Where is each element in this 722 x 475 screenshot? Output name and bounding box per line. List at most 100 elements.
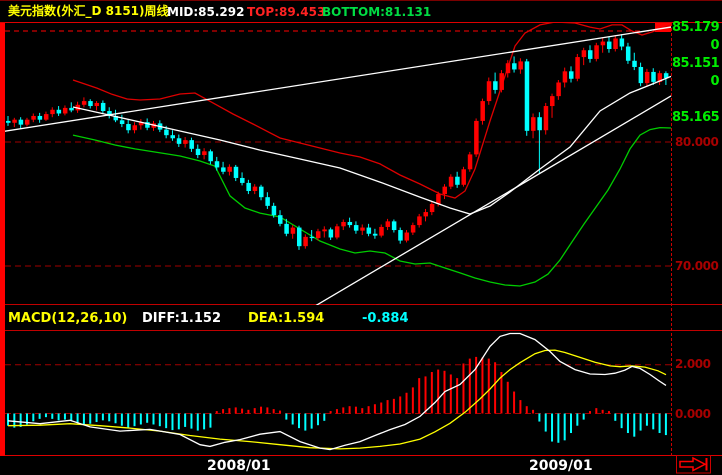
- candle-body: [638, 66, 644, 84]
- candle-body: [107, 111, 112, 116]
- candle-body: [474, 120, 479, 155]
- bollinger-upper-line: [72, 23, 672, 199]
- candle-body: [157, 123, 163, 130]
- candle-body: [43, 114, 49, 120]
- candle-body: [50, 109, 55, 115]
- candle-body: [284, 223, 289, 234]
- candle-body: [606, 41, 612, 49]
- candle-body: [480, 101, 485, 121]
- candle-body: [360, 227, 365, 231]
- candle-body: [575, 57, 580, 79]
- candle-body: [62, 107, 68, 114]
- candle-body: [410, 225, 416, 233]
- arrow-right-icon: [679, 456, 707, 472]
- candle-body: [613, 38, 618, 49]
- candle-body: [461, 169, 466, 185]
- candle-body: [138, 122, 144, 126]
- candle-body: [259, 186, 264, 198]
- price-axis-label-80: 80.000: [675, 135, 719, 149]
- candle-body: [417, 216, 422, 226]
- candle-body: [581, 50, 587, 58]
- macd-params-label: MACD(12,26,10): [8, 311, 128, 326]
- candle-body: [486, 81, 492, 102]
- candle-body: [31, 115, 36, 120]
- left-border-bar: [0, 23, 5, 456]
- candle-body: [587, 50, 593, 59]
- macd-diff-value: DIFF:1.152: [142, 311, 221, 326]
- candle-body: [398, 230, 403, 241]
- candle-body: [493, 81, 498, 90]
- candle-body: [499, 73, 504, 90]
- candle-body: [100, 102, 106, 111]
- candle-body: [600, 41, 606, 46]
- candle-body: [347, 221, 353, 226]
- candle-body: [644, 71, 650, 84]
- candle-body: [531, 117, 536, 131]
- candle-body: [341, 221, 346, 227]
- instrument-title: 美元指数(外汇_D 8151)周线: [8, 4, 169, 18]
- candle-body: [524, 61, 530, 131]
- candle-body: [455, 176, 460, 185]
- candles-layer: [6, 34, 669, 250]
- candle-body: [126, 124, 131, 131]
- scroll-right-button-frame: [676, 455, 711, 474]
- candle-body: [518, 61, 523, 70]
- bollinger-mid-line: [72, 75, 672, 215]
- candle-body: [309, 236, 315, 239]
- latest-band-marker: [655, 23, 671, 32]
- candle-body: [442, 186, 447, 195]
- candle-body: [24, 119, 30, 125]
- candle-body: [119, 120, 125, 125]
- candle-body: [436, 194, 441, 204]
- candle-body: [663, 73, 669, 79]
- boll-mid-value: MID:85.292: [167, 5, 245, 19]
- quote-last-price: 85.151: [672, 56, 720, 71]
- bottom-axis-line: [0, 455, 722, 456]
- candle-body: [240, 177, 245, 183]
- quote-bid-price: 85.165: [672, 110, 720, 125]
- candle-body: [315, 231, 321, 239]
- trendline-2: [315, 95, 672, 305]
- macd-dea-value: DEA:1.594: [248, 311, 325, 326]
- quote-bid-volume: 0: [710, 74, 719, 89]
- candle-body: [214, 161, 220, 168]
- candle-body: [151, 123, 156, 128]
- dea-line: [7, 349, 667, 450]
- candle-body: [18, 119, 24, 125]
- candle-body: [189, 140, 194, 149]
- price-axis-label-70: 70.000: [675, 259, 719, 273]
- candle-body: [657, 73, 663, 82]
- candle-body: [132, 125, 138, 131]
- candle-body: [569, 71, 574, 79]
- candle-body: [632, 60, 637, 67]
- main-price-panel: [5, 23, 672, 305]
- candle-body: [164, 129, 169, 136]
- candle-body: [543, 106, 549, 131]
- candle-body: [37, 115, 43, 120]
- candle-body: [512, 63, 517, 70]
- candle-body: [303, 236, 308, 247]
- trendline-1: [5, 26, 672, 132]
- macd-panel: [5, 332, 671, 451]
- main-macd-separator: [0, 304, 722, 305]
- time-axis-label-2009: 2009/01: [529, 458, 593, 474]
- candle-body: [195, 148, 201, 156]
- scroll-right-button[interactable]: [676, 455, 712, 474]
- candle-body: [322, 229, 327, 232]
- price-axis-border: [671, 23, 672, 456]
- candle-body: [113, 115, 119, 121]
- candle-body: [429, 204, 435, 213]
- candle-body: [328, 229, 334, 238]
- candle-body: [334, 226, 340, 238]
- candle-body: [246, 182, 251, 191]
- header-separator: [0, 22, 722, 23]
- candle-body: [265, 197, 270, 206]
- candle-body: [233, 166, 239, 178]
- candle-body: [81, 101, 87, 105]
- candle-body: [651, 71, 656, 82]
- candle-body: [372, 233, 378, 236]
- candle-body: [145, 122, 150, 128]
- candle-body: [290, 227, 296, 234]
